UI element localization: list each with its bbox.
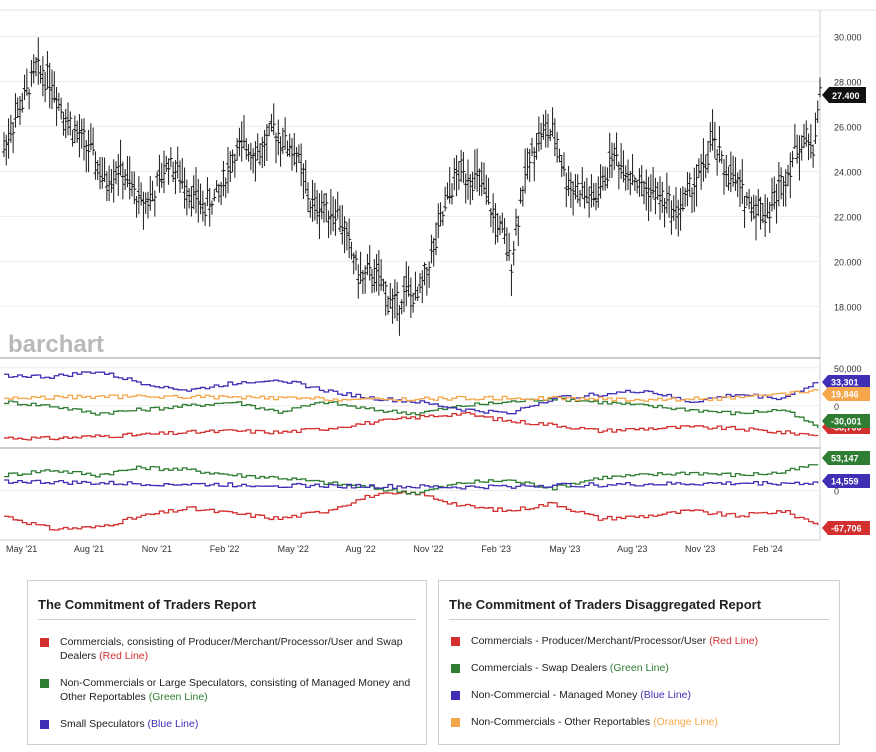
legend-item-text: Small Speculators <box>60 718 148 730</box>
price-tick-label: 24.000 <box>834 167 862 177</box>
legend-swatch <box>40 638 49 647</box>
legend-item-color-tag: (Red Line) <box>99 650 149 662</box>
legend-disaggregated-report-items: Commercials - Producer/Merchant/Processo… <box>439 620 839 729</box>
series-line <box>4 464 819 496</box>
price-tick-label: 30.000 <box>834 32 862 42</box>
legend-item-color-tag: (Red Line) <box>709 635 759 647</box>
price-tick-label: 28.000 <box>834 77 862 87</box>
legend-item-color-tag: (Blue Line) <box>640 689 692 701</box>
series-value-badge <box>822 474 870 488</box>
pane-tick-label: 50,000 <box>834 364 862 374</box>
legend-item-text: Non-Commercials - Other Reportables <box>471 716 654 728</box>
x-tick-label: Nov '23 <box>685 544 715 554</box>
legend-swatch <box>451 718 460 727</box>
legend-left-item-2: Small Speculators (Blue Line) <box>38 717 418 731</box>
legend-right-item-1: Commercials - Swap Dealers (Green Line) <box>449 661 831 675</box>
legend-disaggregated-report-title: The Commitment of Traders Disaggregated … <box>449 581 829 620</box>
legend-right-item-3: Non-Commercials - Other Reportables (Ora… <box>449 715 831 729</box>
legend-cot-report-items: Commercials, consisting of Producer/Merc… <box>28 620 426 731</box>
legend-left-item-1: Non-Commercials or Large Speculators, co… <box>38 676 418 704</box>
legend-swatch <box>451 637 460 646</box>
x-tick-label: Feb '22 <box>210 544 240 554</box>
series-line <box>4 371 819 415</box>
series-value-label: 14,559 <box>831 477 859 487</box>
series-value-label: -30,001 <box>831 417 862 427</box>
series-line <box>4 388 819 402</box>
x-tick-label: Aug '22 <box>346 544 376 554</box>
price-tick-label: 22.000 <box>834 212 862 222</box>
legend-right-item-2: Non-Commercial - Managed Money (Blue Lin… <box>449 688 831 702</box>
x-tick-label: Feb '24 <box>753 544 783 554</box>
legend-item-color-tag: (Green Line) <box>148 691 208 703</box>
series-value-badge <box>822 451 870 465</box>
series-value-label: 33,301 <box>831 378 859 388</box>
series-value-badge <box>822 387 870 401</box>
legend-disaggregated-report: The Commitment of Traders Disaggregated … <box>438 580 840 745</box>
x-tick-label: Aug '23 <box>617 544 647 554</box>
legend-swatch <box>40 679 49 688</box>
last-price-badge <box>822 86 866 103</box>
legend-item-text: Non-Commercial - Managed Money <box>471 689 641 701</box>
series-line <box>4 396 819 429</box>
legend-item-color-tag: (Blue Line) <box>147 718 199 730</box>
legend-swatch <box>451 664 460 673</box>
price-tick-label: 20.000 <box>834 257 862 267</box>
legend-left-item-0: Commercials, consisting of Producer/Merc… <box>38 635 418 663</box>
series-line <box>4 479 819 490</box>
series-value-badge <box>822 414 870 428</box>
x-tick-label: Nov '22 <box>413 544 443 554</box>
series-value-label: 19,846 <box>831 390 859 400</box>
x-tick-label: May '21 <box>6 544 37 554</box>
pane-tick-label: 0 <box>834 486 839 496</box>
x-tick-label: Nov '21 <box>142 544 172 554</box>
barchart-logo: barchart <box>8 331 104 358</box>
x-tick-label: Feb '23 <box>481 544 511 554</box>
x-tick-label: May '23 <box>549 544 580 554</box>
pane-tick-label: 0 <box>834 402 839 412</box>
legend-item-color-tag: (Orange Line) <box>653 716 718 728</box>
x-tick-label: May '22 <box>278 544 309 554</box>
series-value-badge <box>822 521 870 535</box>
price-tick-label: 26.000 <box>834 122 862 132</box>
series-line <box>4 411 819 441</box>
legend-item-text: Commercials - Producer/Merchant/Processo… <box>471 635 710 647</box>
series-value-label: 53,147 <box>831 454 859 464</box>
legend-swatch <box>451 691 460 700</box>
legend-item-text: Commercials, consisting of Producer/Merc… <box>60 636 403 662</box>
price-tick-label: 18.000 <box>834 302 862 312</box>
chart-area: 30.000 28.000 26.000 24.000 22.000 20.000 18.0… <box>0 9 876 554</box>
legend-item-text: Commercials - Swap Dealers <box>471 662 610 674</box>
legend-item-text: Non-Commercials or Large Speculators, co… <box>60 677 411 703</box>
x-tick-label: Aug '21 <box>74 544 104 554</box>
legend-swatch <box>40 720 49 729</box>
legend-right-item-0: Commercials - Producer/Merchant/Processo… <box>449 634 831 648</box>
legend-item-color-tag: (Green Line) <box>609 662 669 674</box>
series-line <box>4 491 819 531</box>
series-value-label: -67,706 <box>831 524 862 534</box>
last-price-label: 27.400 <box>832 91 860 101</box>
legend-cot-report-title: The Commitment of Traders Report <box>38 581 416 620</box>
legend-cot-report: The Commitment of Traders Report Commerc… <box>27 580 427 745</box>
series-value-badge <box>822 375 870 389</box>
